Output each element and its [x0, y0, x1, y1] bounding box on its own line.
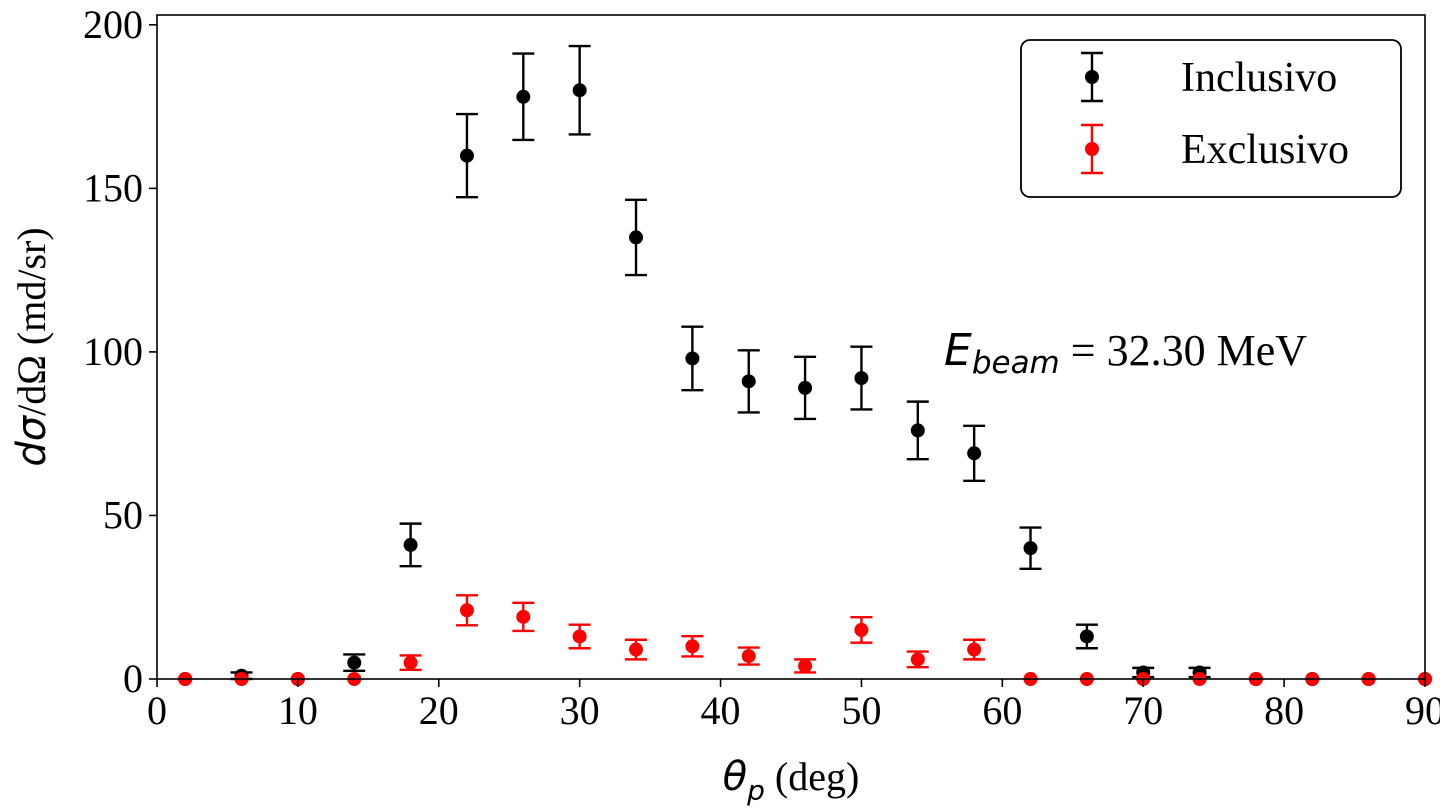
legend-entry-inclusivo: Inclusivo — [1081, 51, 1337, 103]
data-point — [798, 380, 813, 395]
data-point — [629, 230, 644, 245]
data-point — [967, 642, 982, 657]
x-tick-label: 0 — [147, 688, 167, 733]
x-axis: 0 10 20 30 40 50 60 70 80 90 — [147, 679, 1440, 733]
data-point — [854, 622, 869, 637]
x-tick-label: 30 — [560, 688, 600, 733]
data-point — [572, 629, 587, 644]
legend-marker — [1085, 142, 1099, 156]
x-tick-label: 70 — [1123, 688, 1163, 733]
data-point — [685, 639, 700, 654]
x-tick-label: 10 — [278, 688, 318, 733]
x-tick-label: 50 — [841, 688, 881, 733]
y-tick-label: 0 — [123, 656, 143, 701]
x-axis-label-unit: (deg) — [775, 754, 859, 799]
x-tick-label: 90 — [1405, 688, 1440, 733]
data-point — [1079, 629, 1094, 644]
y-axis-label: dσ/dΩ (md/sr) — [9, 227, 55, 466]
legend: Inclusivo Exclusivo — [1020, 39, 1402, 198]
y-tick-label: 150 — [83, 165, 143, 210]
y-axis-label-rest: /dΩ (md/sr) — [9, 227, 54, 416]
y-axis: 0 50 100 150 200 — [83, 2, 157, 701]
legend-label: Inclusivo — [1181, 55, 1337, 101]
data-point — [910, 652, 925, 667]
data-point — [741, 649, 756, 664]
data-point — [685, 351, 700, 366]
data-point — [459, 148, 474, 163]
data-point — [1023, 541, 1038, 556]
data-point — [459, 603, 474, 618]
data-point — [403, 537, 418, 552]
legend-label: Exclusivo — [1181, 127, 1349, 173]
plot-frame — [156, 14, 1426, 680]
data-point — [967, 446, 982, 461]
data-point — [572, 83, 587, 98]
plot-marks — [178, 44, 1432, 686]
annotation-subscript: beam — [972, 345, 1060, 381]
series-exclusivo — [178, 594, 1432, 686]
data-point — [854, 371, 869, 386]
x-axis-label-symbol: θ — [723, 754, 747, 800]
data-point — [741, 374, 756, 389]
data-point — [516, 89, 531, 104]
y-tick-label: 200 — [83, 2, 143, 47]
x-tick-label: 40 — [701, 688, 741, 733]
x-axis-label-subscript: p — [746, 774, 765, 807]
data-point — [516, 609, 531, 624]
x-tick-label: 60 — [982, 688, 1022, 733]
annotation-text: = 32.30 MeV — [1060, 326, 1307, 375]
annotation-symbol: E — [944, 325, 972, 376]
y-tick-label: 50 — [103, 492, 143, 537]
legend-frame — [1020, 39, 1402, 198]
y-axis-label-italic: dσ — [9, 414, 55, 466]
beam-energy-annotation: Ebeam = 32.30 MeV — [944, 325, 1307, 381]
x-tick-label: 20 — [419, 688, 459, 733]
legend-entry-exclusivo: Exclusivo — [1081, 123, 1349, 175]
data-point — [798, 658, 813, 673]
legend-marker — [1085, 70, 1099, 84]
data-point — [910, 423, 925, 438]
y-tick-label: 100 — [83, 329, 143, 374]
x-tick-label: 80 — [1264, 688, 1304, 733]
data-point — [403, 655, 418, 670]
x-axis-label: θp (deg) — [723, 754, 860, 807]
data-point — [629, 642, 644, 657]
data-point — [347, 655, 362, 670]
